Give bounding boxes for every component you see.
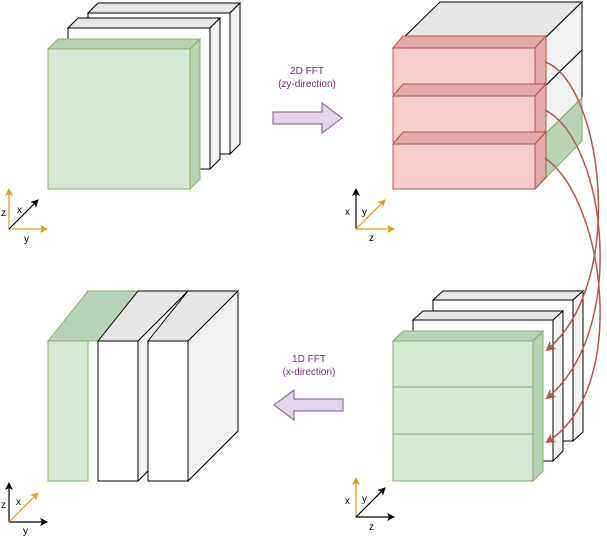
green-pencil-1 xyxy=(392,340,534,388)
bottom-left-slabs xyxy=(46,289,240,483)
green-front-slab xyxy=(391,329,545,483)
axis-label-vertical: z xyxy=(1,500,6,511)
axis-label-horizontal: y xyxy=(23,526,28,537)
top-left-slab-stack xyxy=(46,1,242,191)
axes-top-left: z x y xyxy=(1,188,48,245)
axes-top-right: x y z xyxy=(345,188,395,244)
axis-label-diagonal: y xyxy=(362,494,367,505)
arrow-1d-fft: 1D FFT (x-direction) xyxy=(273,354,344,422)
transpose-arrows xyxy=(544,61,601,444)
slab-green xyxy=(46,290,140,482)
axis-label-diagonal: x xyxy=(17,205,22,216)
axis-label-vertical: x xyxy=(345,496,350,507)
arrow-1d-fft-line2: (x-direction) xyxy=(283,367,336,378)
axis-label-vertical: x xyxy=(345,207,350,218)
slab-white-2 xyxy=(146,289,240,483)
arrow-1d-fft-line1: 1D FFT xyxy=(292,354,326,365)
axis-label-horizontal: z xyxy=(369,233,374,244)
top-right-block xyxy=(391,0,584,191)
axis-label-horizontal: y xyxy=(24,234,29,245)
right-arrow-shape xyxy=(272,101,343,135)
green-pencil-2 xyxy=(392,386,534,435)
axis-label-diagonal: x xyxy=(16,497,21,508)
bottom-right-block xyxy=(391,289,585,483)
arrow-2d-fft-line1: 2D FFT xyxy=(290,66,324,77)
slab-front-green xyxy=(46,37,202,191)
axis-label-diagonal: y xyxy=(362,207,367,218)
red-pencil-3 xyxy=(391,130,548,191)
axes-bottom-right: x y z xyxy=(345,477,395,533)
arrow-2d-fft-line2: (zy-direction) xyxy=(278,79,336,90)
axis-label-horizontal: z xyxy=(369,522,374,533)
left-arrow-shape xyxy=(273,388,344,422)
green-pencil-3 xyxy=(392,433,534,482)
arrow-2d-fft: 2D FFT (zy-direction) xyxy=(272,66,343,135)
axes-bottom-left: z x y xyxy=(1,482,48,537)
axis-label-vertical: z xyxy=(1,208,6,219)
